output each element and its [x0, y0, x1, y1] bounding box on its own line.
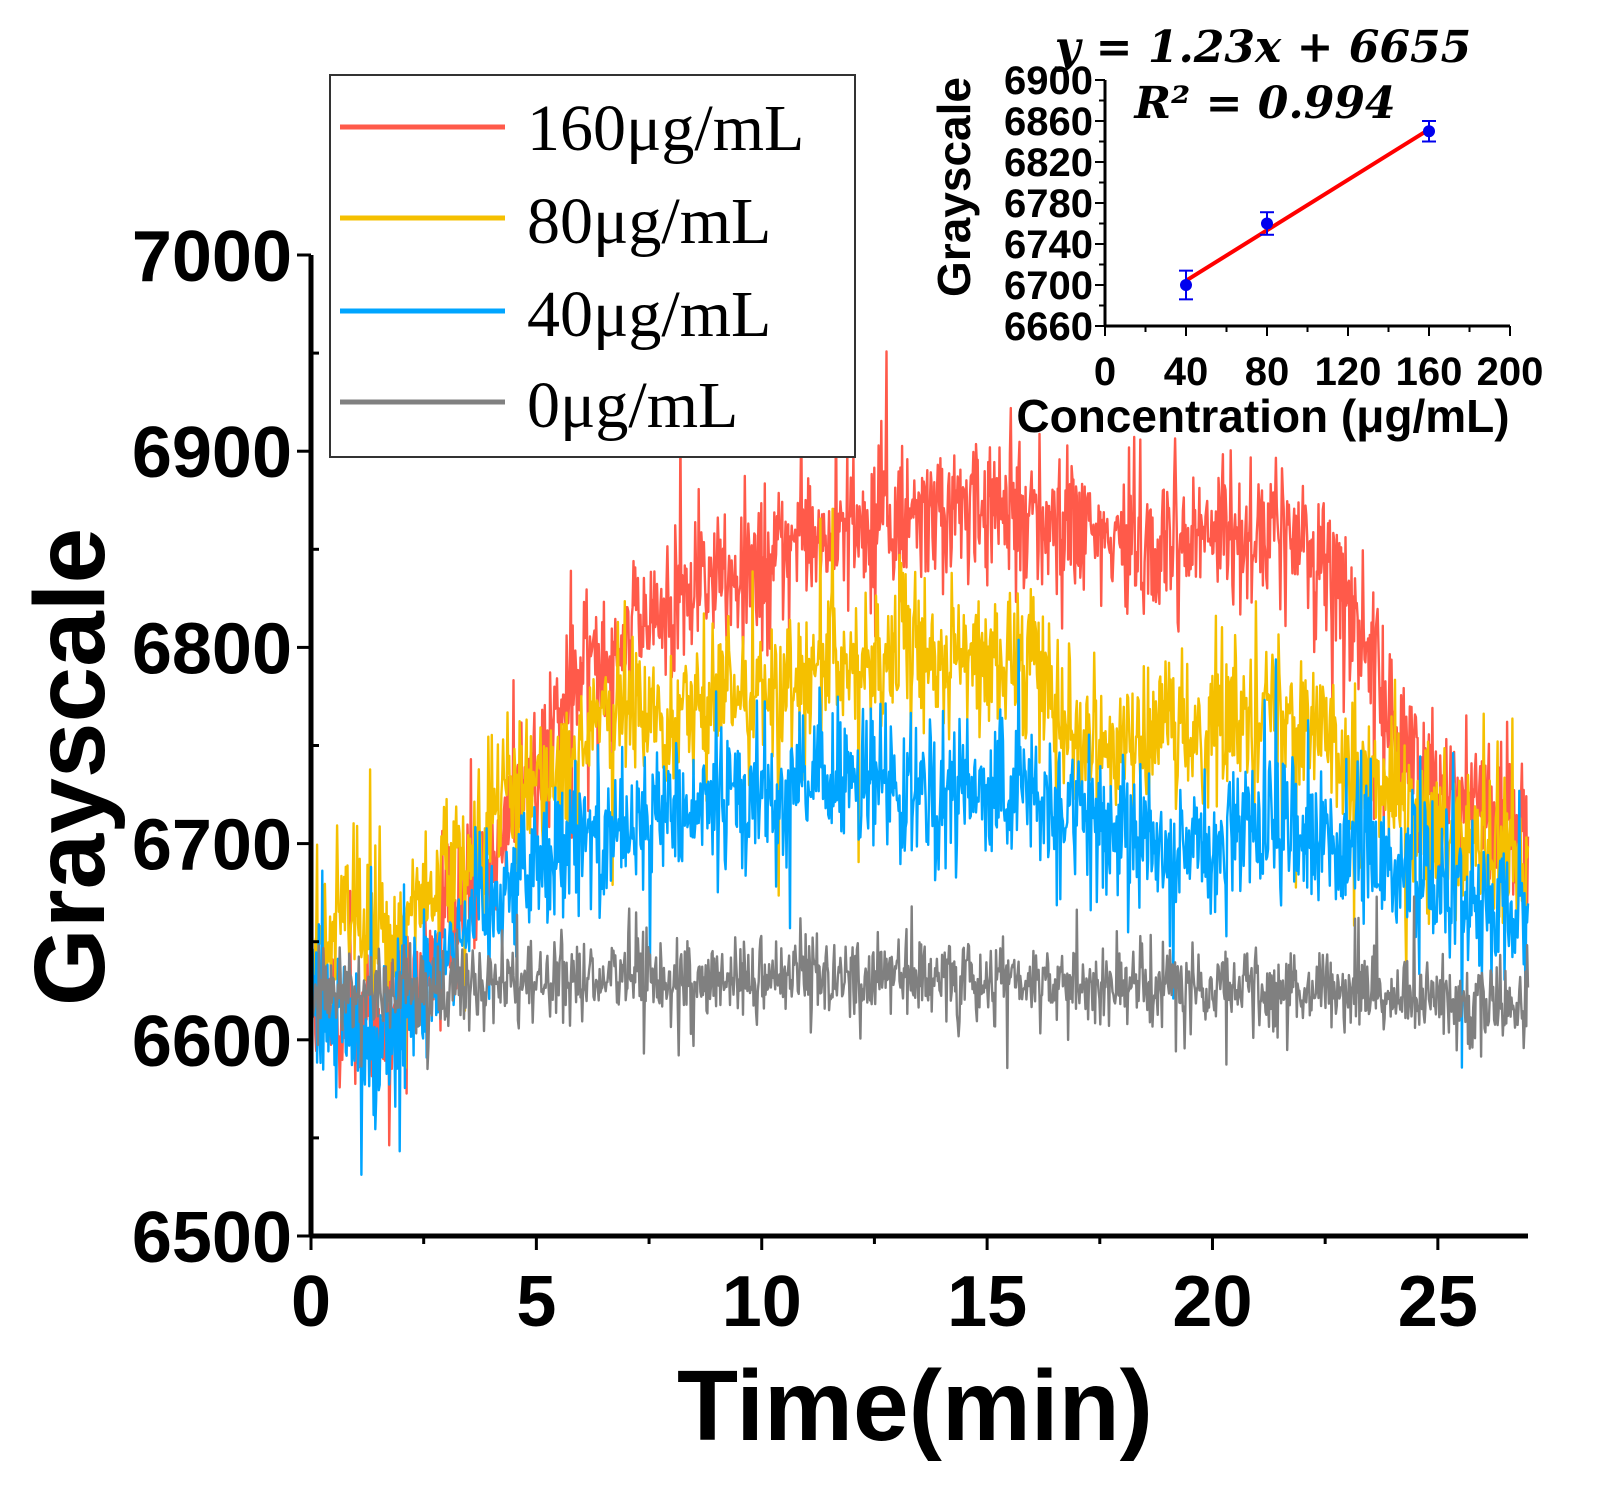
- inset-fit-line: [1184, 127, 1431, 283]
- main-x-tick-labels: 0 5 10 15 20 25: [291, 1262, 1478, 1342]
- inset-x-tick-label: 120: [1315, 350, 1382, 394]
- main-y-tick-labels: 6500 6600 6700 6800 6900 7000: [132, 217, 292, 1278]
- inset-y-tick-label: 6860: [1004, 100, 1093, 144]
- inset-x-tick-label: 200: [1477, 350, 1544, 394]
- main-axes: [297, 253, 1528, 1250]
- series-line-0: [309, 350, 1530, 1147]
- main-x-tick-label: 5: [516, 1262, 556, 1342]
- main-y-tick-label: 6600: [132, 1002, 292, 1082]
- main-y-axis-title: Grayscale: [14, 528, 126, 1006]
- inset-axes: [1095, 79, 1511, 336]
- main-y-tick-label: 7000: [132, 217, 292, 297]
- inset-y-tick-label: 6740: [1004, 223, 1093, 267]
- legend-label-40: 40μg/mL: [527, 278, 771, 351]
- inset-chart: 0 40 80 120 160 200 6660670067406780682068606…: [928, 22, 1543, 442]
- main-x-tick-label: 10: [722, 1262, 802, 1342]
- inset-y-tick-label: 6780: [1004, 182, 1093, 226]
- series-line-3: [309, 895, 1530, 1071]
- inset-points: [1179, 120, 1436, 301]
- main-x-tick-label: 0: [291, 1262, 331, 1342]
- inset-y-tick-label: 6900: [1004, 59, 1093, 103]
- main-chart: 0 5 10 15 20 25 6500 6600 6700 6800 6900 7000 Time…: [14, 217, 1530, 1462]
- main-x-tick-label: 25: [1398, 1262, 1478, 1342]
- legend: 160μg/mL 80μg/mL 40μg/mL 0μg/mL: [329, 74, 856, 458]
- main-y-tick-label: 6900: [132, 413, 292, 493]
- main-y-tick-label: 6700: [132, 806, 292, 886]
- main-x-tick-label: 15: [947, 1262, 1027, 1342]
- inset-x-tick-label: 160: [1396, 350, 1463, 394]
- inset-x-tick-label: 0: [1094, 350, 1116, 394]
- legend-label-0: 0μg/mL: [527, 369, 738, 442]
- inset-x-tick-labels: 0 40 80 120 160 200: [1094, 350, 1544, 394]
- inset-y-tick-label: 6660: [1004, 305, 1093, 349]
- main-x-axis-title: Time(min): [677, 1350, 1153, 1462]
- r-squared: R² = 0.994: [1132, 78, 1395, 129]
- data-point-1: [1261, 217, 1273, 230]
- inset-y-tick-label: 6820: [1004, 141, 1093, 185]
- legend-label-80: 80μg/mL: [527, 185, 771, 258]
- inset-y-tick-label: 6700: [1004, 264, 1093, 308]
- main-y-tick-label: 6500: [132, 1198, 292, 1278]
- legend-box: [329, 74, 856, 458]
- legend-label-160: 160μg/mL: [527, 92, 804, 165]
- inset-x-tick-label: 80: [1245, 350, 1290, 394]
- data-point-2: [1423, 125, 1435, 138]
- inset-y-axis-title: Grayscale: [928, 77, 980, 297]
- inset-x-axis-title: Concentration (μg/mL): [1016, 390, 1509, 442]
- main-x-tick-label: 20: [1172, 1262, 1252, 1342]
- main-y-tick-label: 6800: [132, 609, 292, 689]
- series-line-1: [309, 507, 1530, 1070]
- data-point-0: [1180, 279, 1192, 291]
- series-line-2: [309, 638, 1530, 1176]
- fit-equation: y = 1.23x + 6655: [1054, 22, 1471, 73]
- inset-x-tick-label: 40: [1164, 350, 1209, 394]
- main-series-group: [309, 350, 1530, 1176]
